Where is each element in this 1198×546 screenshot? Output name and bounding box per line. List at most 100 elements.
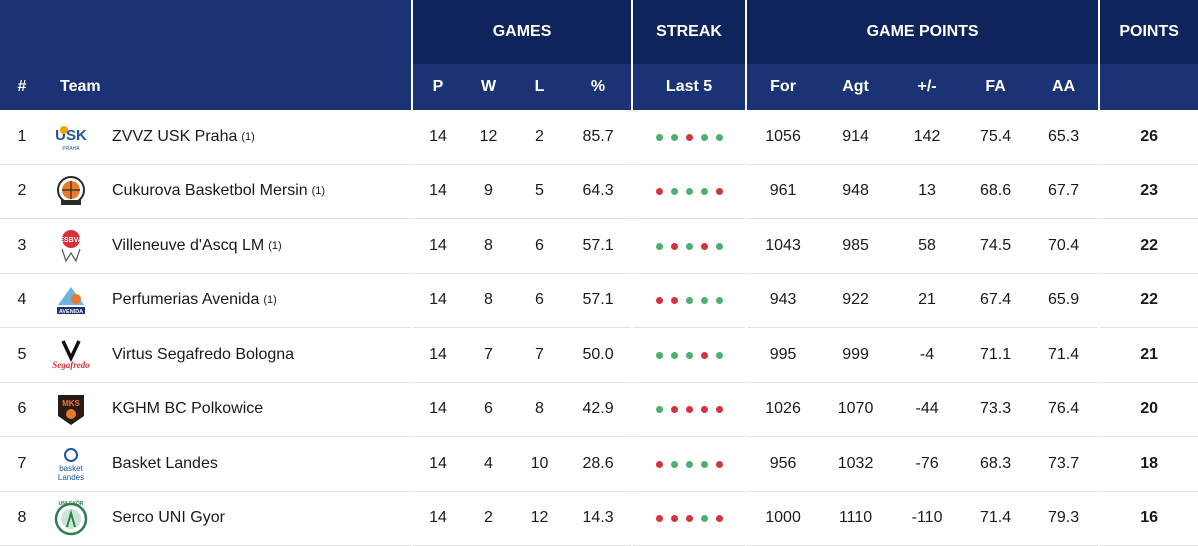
win-dot: [685, 351, 693, 359]
losses-cell: 12: [514, 491, 565, 546]
table-row[interactable]: 5 Segafredo Virtus Segafredo Bologna 14 …: [0, 327, 1198, 383]
win-pct-cell: 85.7: [565, 110, 632, 165]
loss-dot: [670, 297, 678, 305]
avg-for-cell: 71.4: [962, 491, 1030, 546]
svg-text:MKS: MKS: [62, 399, 80, 408]
team-column-header[interactable]: Team: [44, 64, 411, 110]
point-diff-cell: -4: [892, 327, 963, 383]
table-row[interactable]: 4 AVENIDA Perfumerias Avenida (1) 14 8 6 …: [0, 273, 1198, 328]
losses-column-header[interactable]: L: [514, 64, 565, 110]
loss-dot: [715, 460, 723, 468]
win-dot: [700, 460, 708, 468]
wins-cell: 8: [463, 273, 514, 328]
losses-cell: 6: [514, 218, 565, 274]
win-dot: [670, 188, 678, 196]
team-footnote: (1): [268, 239, 282, 252]
table-row[interactable]: 3 ESBVA Villeneuve d'Ascq LM (1) 14 8 6 5…: [0, 218, 1198, 274]
points-against-cell: 999: [819, 327, 893, 383]
avg-against-cell: 76.4: [1029, 382, 1099, 437]
win-dot: [655, 242, 663, 250]
played-cell: 14: [413, 436, 463, 492]
usk-praha-logo: USK PRAHA: [52, 118, 90, 156]
points-for-cell: 961: [747, 164, 820, 219]
svg-text:PRAHA: PRAHA: [62, 146, 80, 152]
rank-column-header[interactable]: #: [0, 64, 44, 110]
loss-dot: [715, 515, 723, 523]
loss-dot: [670, 406, 678, 414]
table-row[interactable]: 2 Cukurova Basketbol Mersin (1) 14 9 5 64…: [0, 164, 1198, 219]
win-dot: [655, 133, 663, 141]
points-cell: 23: [1100, 164, 1198, 219]
wins-cell: 2: [463, 491, 514, 546]
rank-cell: 2: [0, 164, 44, 219]
win-pct-column-header[interactable]: %: [565, 64, 632, 110]
points-cell: 22: [1100, 218, 1198, 274]
team-group-header: [0, 0, 411, 64]
points-against-cell: 922: [819, 273, 893, 328]
last5-streak: [655, 351, 723, 359]
team-name[interactable]: ZVVZ USK Praha: [112, 127, 238, 145]
team-name[interactable]: Serco UNI Gyor: [112, 509, 225, 527]
points-for-column-header[interactable]: For: [747, 64, 820, 110]
svg-text:UNI GYŐR: UNI GYŐR: [59, 500, 84, 507]
win-pct-cell: 42.9: [565, 382, 632, 437]
streak-group-header: STREAK: [633, 0, 746, 64]
points-against-column-header[interactable]: Agt: [819, 64, 893, 110]
wins-column-header[interactable]: W: [463, 64, 514, 110]
villeneuve-logo: ESBVA: [52, 227, 90, 265]
losses-cell: 2: [514, 110, 565, 165]
win-dot: [685, 188, 693, 196]
win-pct-cell: 28.6: [565, 436, 632, 492]
point-diff-cell: 13: [892, 164, 963, 219]
table-row[interactable]: 8 UNI GYŐR Serco UNI Gyor 14 2 12 14.3 1…: [0, 491, 1198, 546]
points-against-cell: 1110: [819, 491, 893, 546]
streak-cell: [633, 491, 746, 546]
points-cell: 22: [1100, 273, 1198, 328]
points-column-header[interactable]: [1100, 64, 1198, 110]
win-pct-cell: 57.1: [565, 218, 632, 274]
avg-against-cell: 65.3: [1029, 110, 1099, 165]
table-row[interactable]: 7 basket Landes Basket Landes 14 4 10 28.…: [0, 436, 1198, 492]
last5-streak: [655, 515, 723, 523]
last5-streak: [655, 406, 723, 414]
avg-for-cell: 68.3: [962, 436, 1030, 492]
avg-for-cell: 73.3: [962, 382, 1030, 437]
points-for-cell: 943: [747, 273, 820, 328]
win-dot: [670, 133, 678, 141]
loss-dot: [700, 406, 708, 414]
last5-streak: [655, 133, 723, 141]
played-column-header[interactable]: P: [413, 64, 463, 110]
rank-cell: 3: [0, 218, 44, 274]
point-diff-column-header[interactable]: +/-: [892, 64, 963, 110]
avg-against-cell: 70.4: [1029, 218, 1099, 274]
team-name[interactable]: Basket Landes: [112, 454, 218, 472]
avg-for-column-header[interactable]: FA: [962, 64, 1030, 110]
played-cell: 14: [413, 218, 463, 274]
team-name[interactable]: Cukurova Basketbol Mersin: [112, 182, 308, 200]
points-for-cell: 1043: [747, 218, 820, 274]
team-footnote: (1): [311, 185, 326, 198]
last5-streak: [655, 242, 723, 250]
streak-cell: [633, 218, 746, 274]
avg-against-column-header[interactable]: AA: [1029, 64, 1099, 110]
cukurova-logo: [52, 172, 90, 210]
loss-dot: [715, 188, 723, 196]
win-pct-cell: 64.3: [565, 164, 632, 219]
win-dot: [655, 406, 663, 414]
wins-cell: 6: [463, 382, 514, 437]
points-cell: 20: [1100, 382, 1198, 437]
win-dot: [715, 351, 723, 359]
point-diff-cell: 58: [892, 218, 963, 274]
team-name[interactable]: Perfumerias Avenida: [112, 291, 260, 309]
points-for-cell: 1056: [747, 110, 820, 165]
win-dot: [685, 460, 693, 468]
table-row[interactable]: 1 USK PRAHA ZVVZ USK Praha (1) 14 12 2 85.…: [0, 110, 1198, 165]
loss-dot: [700, 242, 708, 250]
team-name[interactable]: KGHM BC Polkowice: [112, 400, 264, 418]
wins-cell: 4: [463, 436, 514, 492]
last5-column-header[interactable]: Last 5: [633, 64, 746, 110]
team-name[interactable]: Villeneuve d'Ascq LM: [112, 236, 265, 254]
team-name[interactable]: Virtus Segafredo Bologna: [112, 345, 295, 363]
table-row[interactable]: 6 MKS KGHM BC Polkowice 14 6 8 42.9 1026…: [0, 382, 1198, 437]
point-diff-cell: 21: [892, 273, 963, 328]
